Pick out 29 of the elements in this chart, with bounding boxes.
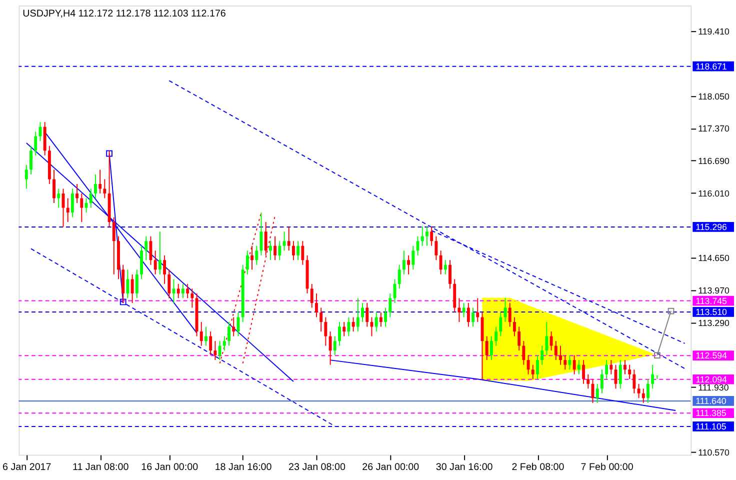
y-tick-label: 110.570	[698, 447, 730, 458]
ref-line-label: 118.671	[696, 61, 728, 72]
ref-line-label: 111.105	[696, 421, 726, 432]
y-tick-label: 111.930	[698, 382, 729, 393]
ref-line-label: 111.385	[696, 408, 726, 418]
ref-line-label: 111.640	[696, 396, 726, 406]
y-tick-label: 119.410	[698, 26, 730, 37]
x-tick-label: 23 Jan 08:00	[288, 462, 346, 474]
x-tick-label: 11 Jan 08:00	[72, 462, 130, 474]
x-tick-label: 6 Jan 2017	[2, 462, 52, 474]
x-tick-label: 30 Jan 16:00	[436, 462, 494, 474]
y-tick-label: 113.970	[698, 286, 730, 296]
ref-line-label: 112.094	[696, 374, 728, 384]
x-tick-label: 16 Jan 00:00	[141, 462, 199, 474]
ref-line-label: 113.510	[696, 306, 728, 317]
ref-line-label: 113.745	[696, 296, 728, 306]
y-tick-label: 116.010	[698, 188, 730, 198]
x-tick-label: 2 Feb 08:00	[512, 462, 565, 474]
chart-title: USDJPY,H4 112.172 112.178 112.103 112.176	[22, 8, 226, 20]
ref-line-label: 115.296	[696, 222, 728, 232]
ref-line-label: 112.594	[696, 350, 728, 361]
x-tick-label: 7 Feb 00:00	[580, 462, 634, 474]
y-tick-label: 116.690	[698, 156, 730, 166]
x-tick-label: 26 Jan 00:00	[362, 462, 420, 474]
x-tick-label: 18 Jan 16:00	[214, 462, 272, 474]
y-tick-label: 117.370	[698, 124, 730, 134]
y-tick-label: 113.290	[698, 318, 730, 328]
y-tick-label: 114.650	[698, 253, 730, 264]
y-tick-label: 118.050	[698, 91, 730, 102]
